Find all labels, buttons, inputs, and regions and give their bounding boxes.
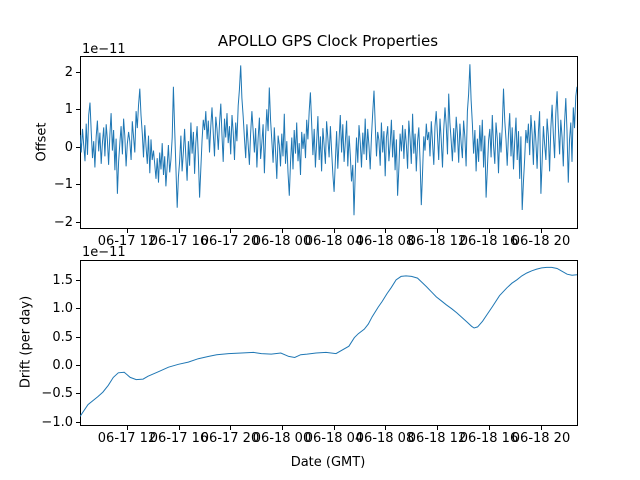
- offset-scale-label: 1e−11: [82, 42, 126, 57]
- x-tick-mark: [489, 426, 490, 430]
- y-tick-label: 1.5: [52, 273, 73, 288]
- y-tick-mark: [76, 147, 80, 148]
- chart-title: APOLLO GPS Clock Properties: [217, 32, 439, 50]
- x-axis-label: Date (GMT): [290, 455, 366, 470]
- y-tick-mark: [76, 365, 80, 366]
- x-tick-label: 06-18 20: [511, 431, 571, 446]
- x-tick-mark: [437, 229, 438, 233]
- x-tick-mark: [179, 426, 180, 430]
- x-tick-label: 06-18 12: [407, 431, 467, 446]
- y-tick-mark: [76, 72, 80, 73]
- x-tick-label: 06-18 00: [252, 234, 312, 249]
- x-tick-label: 06-17 12: [97, 431, 157, 446]
- x-tick-label: 06-18 12: [407, 234, 467, 249]
- x-tick-label: 06-17 12: [97, 234, 157, 249]
- x-tick-label: 06-17 16: [149, 234, 209, 249]
- y-tick-mark: [76, 222, 80, 223]
- drift-series-line: [80, 266, 577, 417]
- y-tick-label: 1.0: [52, 301, 73, 316]
- x-tick-mark: [179, 229, 180, 233]
- y-tick-mark: [76, 109, 80, 110]
- y-tick-label: 0.5: [52, 330, 73, 345]
- drift-line-plot: [80, 266, 577, 417]
- y-tick-label: 1: [64, 102, 73, 117]
- x-tick-mark: [127, 426, 128, 430]
- offset-line-plot: [80, 64, 577, 216]
- drift-scale-label: 1e−11: [82, 245, 126, 260]
- x-tick-mark: [385, 229, 386, 233]
- x-tick-mark: [437, 426, 438, 430]
- x-tick-label: 06-18 20: [511, 234, 571, 249]
- x-tick-label: 06-17 20: [200, 431, 260, 446]
- y-tick-label: 0.0: [52, 358, 73, 373]
- drift-y-axis-label: Drift (per day): [18, 295, 34, 389]
- y-tick-label: 0: [64, 140, 73, 155]
- x-tick-label: 06-17 20: [200, 234, 260, 249]
- x-tick-mark: [282, 426, 283, 430]
- x-tick-label: 06-18 16: [459, 234, 519, 249]
- x-tick-label: 06-18 16: [459, 431, 519, 446]
- offset-y-axis-label: Offset: [34, 122, 50, 162]
- x-tick-mark: [541, 426, 542, 430]
- y-tick-label: −2: [53, 215, 73, 230]
- x-tick-mark: [334, 426, 335, 430]
- y-tick-mark: [76, 337, 80, 338]
- offset-series-line: [80, 64, 577, 216]
- x-tick-mark: [385, 426, 386, 430]
- x-tick-mark: [541, 229, 542, 233]
- y-tick-label: −0.5: [41, 386, 73, 401]
- y-tick-mark: [76, 422, 80, 423]
- y-tick-label: −1: [53, 177, 73, 192]
- drift-axes-frame: [80, 260, 578, 426]
- y-tick-mark: [76, 280, 80, 281]
- x-tick-label: 06-18 08: [355, 431, 415, 446]
- x-tick-mark: [282, 229, 283, 233]
- x-tick-label: 06-18 04: [304, 234, 364, 249]
- x-tick-mark: [230, 229, 231, 233]
- y-tick-label: 2: [64, 65, 73, 80]
- x-tick-label: 06-18 00: [252, 431, 312, 446]
- y-tick-mark: [76, 393, 80, 394]
- y-tick-mark: [76, 308, 80, 309]
- x-tick-label: 06-18 04: [304, 431, 364, 446]
- x-tick-mark: [230, 426, 231, 430]
- x-tick-label: 06-17 16: [149, 431, 209, 446]
- x-tick-mark: [127, 229, 128, 233]
- x-tick-mark: [489, 229, 490, 233]
- x-tick-label: 06-18 08: [355, 234, 415, 249]
- y-tick-mark: [76, 184, 80, 185]
- y-tick-label: −1.0: [41, 415, 73, 430]
- x-tick-mark: [334, 229, 335, 233]
